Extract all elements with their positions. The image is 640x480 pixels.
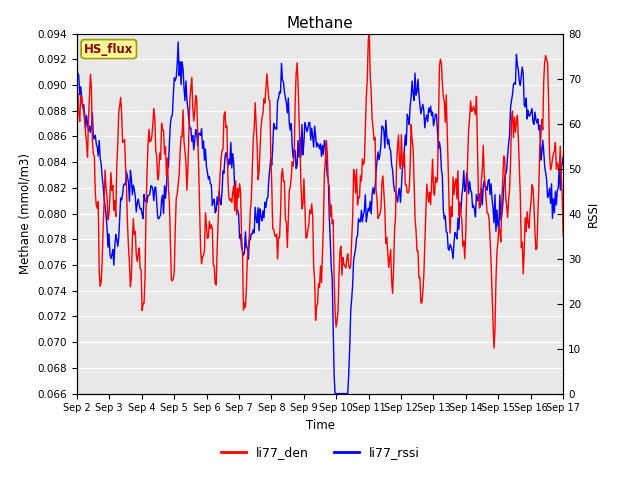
X-axis label: Time: Time xyxy=(305,419,335,432)
Title: Methane: Methane xyxy=(287,16,353,31)
Y-axis label: Methane (mmol/m3): Methane (mmol/m3) xyxy=(19,153,32,274)
Y-axis label: RSSI: RSSI xyxy=(587,201,600,227)
Legend: li77_den, li77_rssi: li77_den, li77_rssi xyxy=(216,441,424,464)
Text: HS_flux: HS_flux xyxy=(84,43,134,56)
